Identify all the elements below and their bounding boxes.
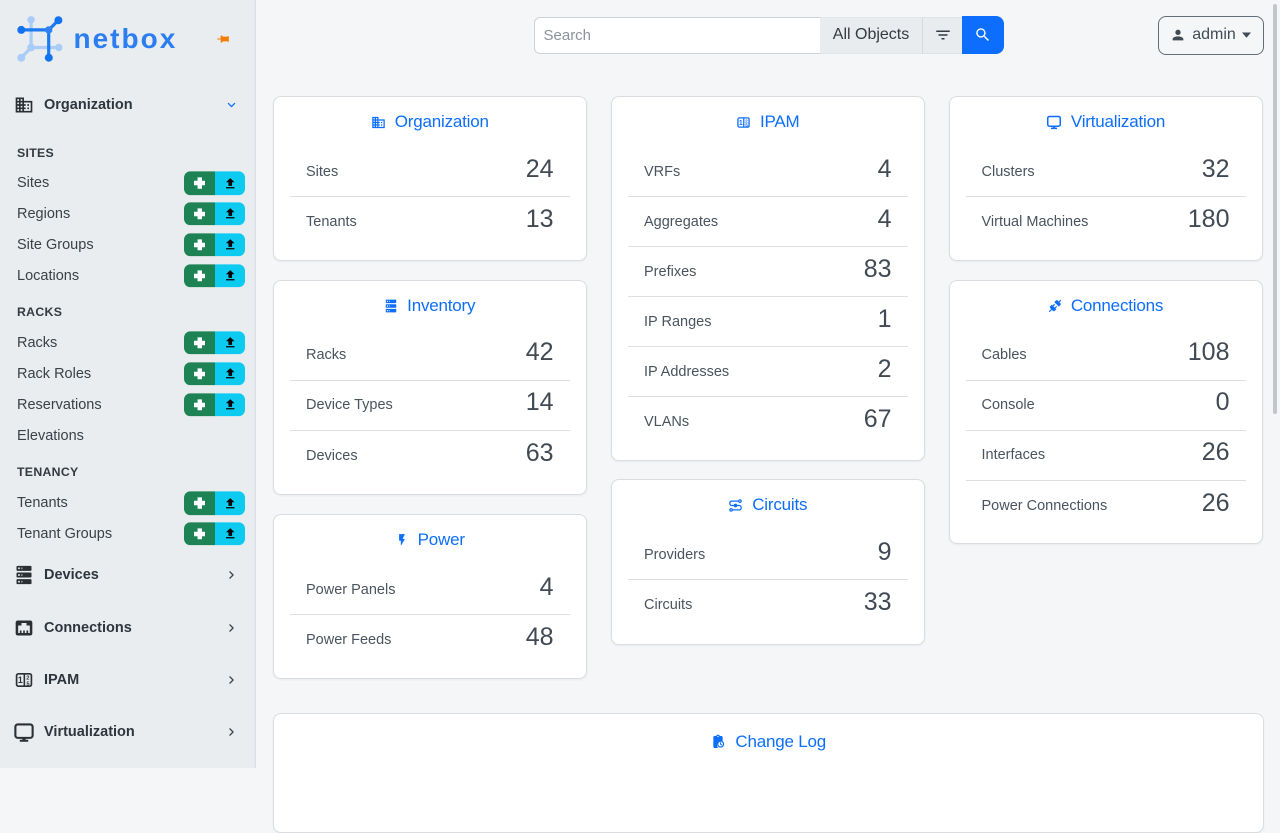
svg-text:5: 5	[26, 681, 30, 687]
svg-text:1: 1	[739, 120, 743, 127]
svg-text:2: 2	[745, 118, 748, 123]
svg-text:5: 5	[745, 122, 748, 127]
svg-text:1: 1	[18, 675, 23, 685]
svg-text:2: 2	[26, 676, 30, 682]
